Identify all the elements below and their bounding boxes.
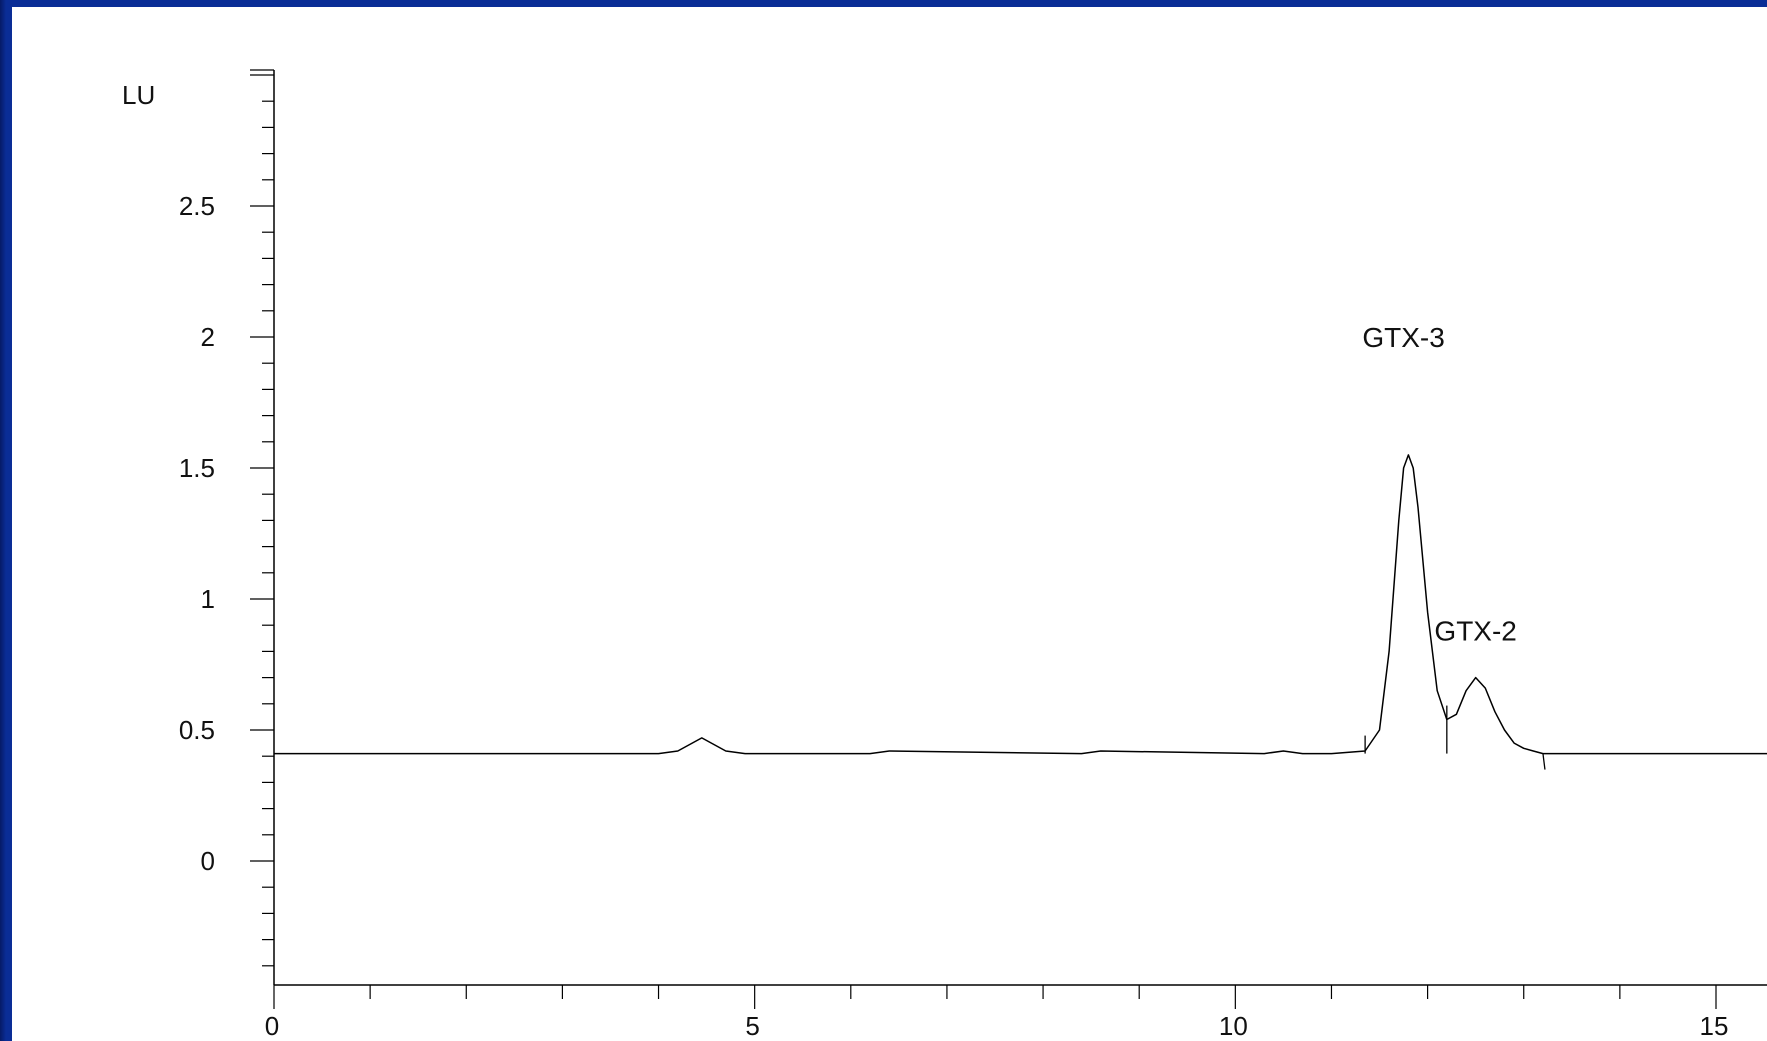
annotations: GTX-3 GTX-2 [1362, 322, 1517, 646]
y-tick-label: 1 [201, 584, 215, 614]
y-axis-label: LU [122, 80, 155, 110]
chart-panel [12, 7, 1767, 1041]
x-tick-label: 5 [745, 1011, 759, 1041]
integration-marker [1542, 753, 1546, 770]
y-tick-label: 0 [201, 846, 215, 876]
y-tick-label: 2 [201, 322, 215, 352]
x-axis-ticks: 0 5 10 15 [265, 985, 1729, 1041]
peak-label: GTX-3 [1362, 322, 1444, 353]
peak-label: GTX-2 [1434, 615, 1516, 646]
y-tick-label: 1.5 [179, 453, 215, 483]
y-axis-ticks: 0 0.5 1 1.5 2 2.5 [179, 74, 274, 967]
x-tick-label: 0 [265, 1011, 279, 1041]
chromatogram-trace [274, 454, 1767, 755]
y-tick-label: 2.5 [179, 191, 215, 221]
axes [250, 69, 1767, 986]
y-tick-label: 0.5 [179, 715, 215, 745]
x-tick-label: 15 [1700, 1011, 1729, 1041]
x-tick-label: 10 [1219, 1011, 1248, 1041]
series-group [274, 454, 1767, 770]
